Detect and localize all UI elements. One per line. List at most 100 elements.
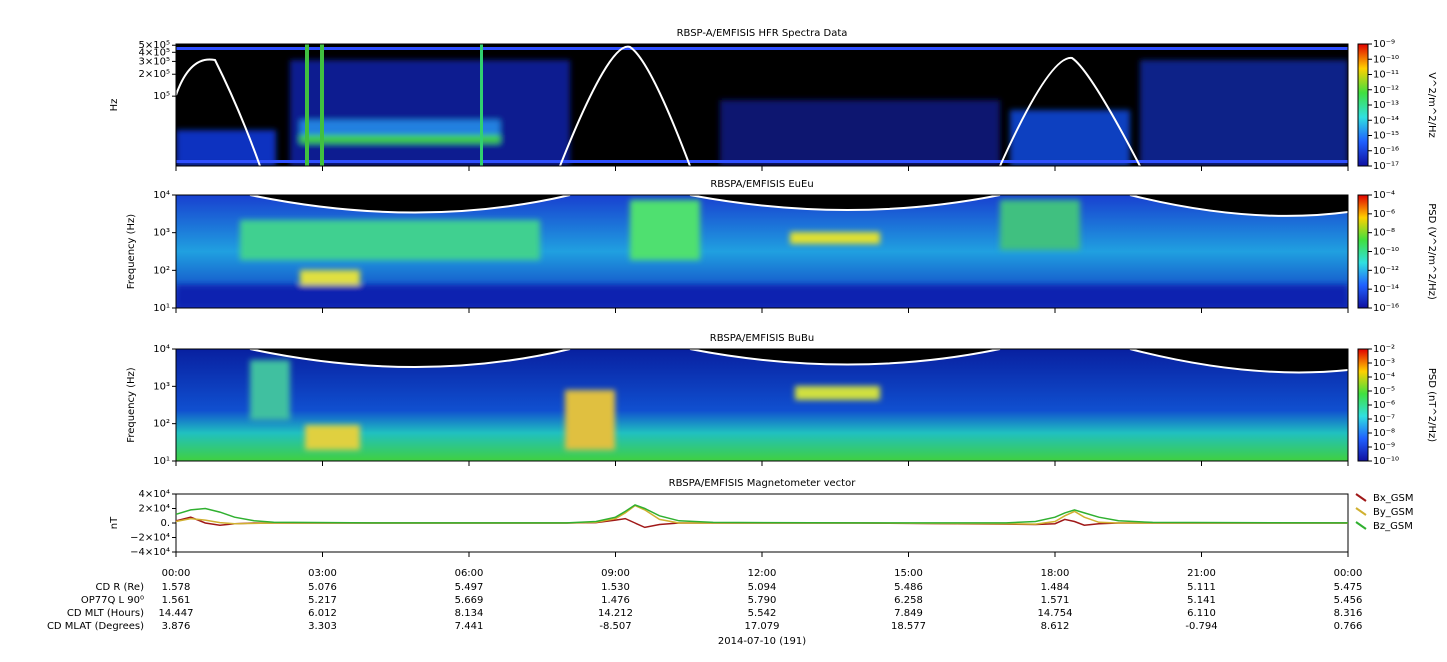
x-tick-label: 21:00 <box>1187 568 1216 579</box>
colorbar-label: PSD (V^2/m^2/Hz) <box>1426 203 1437 300</box>
ephemeris-value: 3.876 <box>162 621 191 632</box>
ephemeris-value: -0.794 <box>1185 621 1217 632</box>
y-axis-label: Frequency (Hz) <box>126 367 137 443</box>
spectrogram-image <box>176 195 1348 308</box>
ephemeris-value: 17.079 <box>745 621 780 632</box>
ephemeris-value: 6.258 <box>894 595 923 606</box>
y-tick-label: 10² <box>153 265 170 276</box>
legend-swatch <box>1355 521 1367 530</box>
colorbar-tick-label: 10⁻¹¹ <box>1373 70 1399 81</box>
panel-title: RBSP-A/EMFISIS HFR Spectra Data <box>677 28 848 39</box>
y-tick-label: 10⁴ <box>153 344 170 355</box>
y-tick-label: 10⁵ <box>153 91 170 102</box>
ephemeris-value: 5.217 <box>308 595 337 606</box>
legend-swatch <box>1355 507 1367 516</box>
colorbar-tick-label: 10⁻¹⁶ <box>1373 303 1399 314</box>
ephemeris-value: 18.577 <box>891 621 926 632</box>
x-tick-label: 03:00 <box>308 568 337 579</box>
colorbar-tick-label: 10⁻¹⁰ <box>1373 247 1399 258</box>
legend-label: Bz_GSM <box>1373 521 1413 532</box>
y-tick-label: 2×10⁴ <box>139 504 170 515</box>
colorbar-tick-label: 10⁻¹² <box>1373 265 1399 276</box>
ephemeris-value: 14.212 <box>598 608 633 619</box>
ephemeris-value: 1.561 <box>162 595 191 606</box>
colorbar-tick-label: 10⁻¹⁰ <box>1373 54 1399 65</box>
colorbar-tick-label: 10⁻⁷ <box>1373 414 1395 425</box>
x-tick-label: 09:00 <box>601 568 630 579</box>
y-tick-label: 10⁴ <box>153 190 170 201</box>
x-tick-label: 12:00 <box>748 568 777 579</box>
ephemeris-value: 1.578 <box>162 582 191 593</box>
colorbar-tick-label: 10⁻⁶ <box>1373 400 1395 411</box>
colorbar-label: PSD (nT^2/Hz) <box>1426 368 1437 442</box>
panel-title: RBSPA/EMFISIS BuBu <box>710 333 814 344</box>
y-tick-label: −4×10⁴ <box>130 547 170 558</box>
ephemeris-value: 8.316 <box>1334 608 1363 619</box>
colorbar-tick-label: 10⁻⁵ <box>1373 386 1395 397</box>
ephemeris-value: 1.530 <box>601 582 630 593</box>
colorbar-label: V^2/m^2/Hz <box>1426 72 1437 138</box>
ephemeris-value: 5.111 <box>1187 582 1216 593</box>
ephemeris-value: 5.475 <box>1334 582 1363 593</box>
ephemeris-value: 5.094 <box>748 582 777 593</box>
ephemeris-value: 5.497 <box>455 582 484 593</box>
ephemeris-value: 5.669 <box>455 595 484 606</box>
y-tick-label: 0. <box>160 518 170 529</box>
colorbar-tick-label: 10⁻² <box>1373 344 1395 355</box>
y-axis-label: Hz <box>109 99 120 112</box>
ephemeris-value: 5.790 <box>748 595 777 606</box>
colorbar-tick-label: 10⁻⁸ <box>1373 428 1395 439</box>
x-tick-label: 15:00 <box>894 568 923 579</box>
ephemeris-value: 5.141 <box>1187 595 1216 606</box>
ephemeris-value: 7.849 <box>894 608 923 619</box>
legend-label: By_GSM <box>1373 507 1414 518</box>
colorbar-tick-label: 10⁻³ <box>1373 358 1395 369</box>
ephemeris-value: 1.476 <box>601 595 630 606</box>
colorbar-tick-label: 10⁻⁴ <box>1373 190 1395 201</box>
x-tick-label: 00:00 <box>1334 568 1363 579</box>
data-line <box>175 504 1349 524</box>
ephemeris-value: 5.542 <box>748 608 777 619</box>
y-axis-label: nT <box>109 516 120 529</box>
colorbar <box>1357 194 1369 309</box>
ephemeris-value: 8.612 <box>1041 621 1070 632</box>
colorbar-tick-label: 10⁻¹⁵ <box>1373 131 1399 142</box>
ephemeris-value: 1.484 <box>1041 582 1070 593</box>
y-tick-label: 4×10⁵ <box>139 47 170 58</box>
colorbar-tick-label: 10⁻⁸ <box>1373 228 1395 239</box>
ephemeris-value: 7.441 <box>455 621 484 632</box>
ephemeris-value: 5.076 <box>308 582 337 593</box>
ephemeris-value: 3.303 <box>308 621 337 632</box>
spectrogram-image <box>176 349 1348 461</box>
colorbar-tick-label: 10⁻⁹ <box>1373 442 1395 453</box>
date-label: 2014-07-10 (191) <box>718 636 806 647</box>
ephemeris-value: 14.754 <box>1038 608 1073 619</box>
ephemeris-value: 6.110 <box>1187 608 1216 619</box>
ephemeris-value: 8.134 <box>455 608 484 619</box>
x-tick-label: 00:00 <box>162 568 191 579</box>
y-tick-label: 3×10⁵ <box>139 56 170 67</box>
colorbar-tick-label: 10⁻¹³ <box>1373 100 1399 111</box>
y-tick-label: 10² <box>153 419 170 430</box>
y-tick-label: 10¹ <box>153 303 170 314</box>
colorbar <box>1357 348 1369 462</box>
y-axis-label: Frequency (Hz) <box>126 214 137 290</box>
colorbar-tick-label: 10⁻¹⁰ <box>1373 456 1399 467</box>
ephemeris-value: 14.447 <box>159 608 194 619</box>
spectrogram-image <box>176 44 1348 166</box>
ephemeris-value: 1.571 <box>1041 595 1070 606</box>
y-tick-label: 10³ <box>153 228 170 239</box>
ephemeris-value: 5.456 <box>1334 595 1363 606</box>
colorbar-tick-label: 10⁻¹² <box>1373 85 1399 96</box>
y-tick-label: 2×10⁵ <box>139 69 170 80</box>
y-tick-label: 10³ <box>153 381 170 392</box>
colorbar-tick-label: 10⁻⁶ <box>1373 209 1395 220</box>
ephemeris-value: 0.766 <box>1334 621 1363 632</box>
colorbar-tick-label: 10⁻¹⁴ <box>1373 115 1399 126</box>
colorbar-tick-label: 10⁻¹⁴ <box>1373 284 1399 295</box>
colorbar-tick-label: 10⁻¹⁷ <box>1373 161 1399 172</box>
ephemeris-row-label: CD R (Re) <box>96 582 145 593</box>
y-tick-label: 5×10⁵ <box>139 40 170 51</box>
legend-label: Bx_GSM <box>1373 493 1414 504</box>
